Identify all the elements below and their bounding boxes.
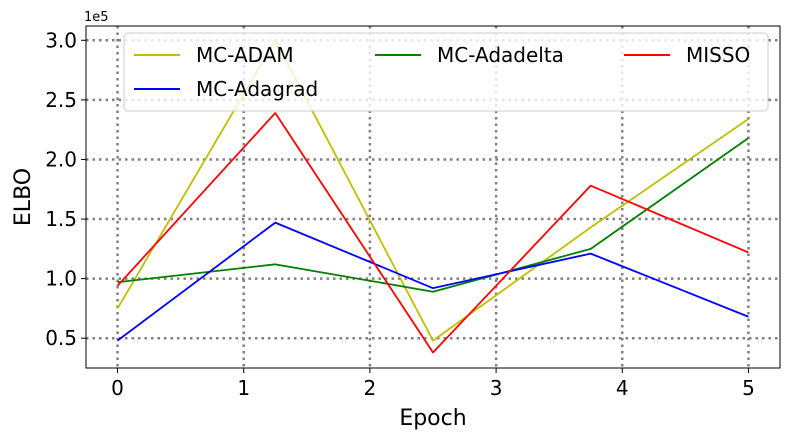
legend-label: MISSO [686,43,750,67]
y-tick-label: 3.0 [45,28,77,52]
y-tick-label: 2.5 [45,88,77,112]
series-line-mc-adagrad [117,221,749,342]
legend-label: MC-ADAM [196,43,294,67]
x-tick-label: 2 [364,376,377,400]
plot-frame [85,25,781,369]
ticks-layer: 0 1 2 3 4 5 0.5 1.0 1.5 2.0 2.5 3.0 [45,28,755,400]
x-tick-label: 4 [616,376,629,400]
series-line-mc-adadelta [117,137,749,293]
legend-label: MC-Adagrad [196,77,318,101]
x-axis-title: Epoch [399,406,466,431]
y-axis-title: ELBO [11,168,36,226]
y-tick-label: 1.0 [45,267,77,291]
x-tick-label: 5 [742,376,755,400]
x-tick-label: 1 [237,376,250,400]
legend-label: MC-Adadelta [437,43,564,67]
y-tick-label: 1.5 [45,207,77,231]
legend: MC-ADAM MC-Adagrad MC-Adadelta MISSO [123,32,769,112]
y-tick-label: 0.5 [45,326,77,350]
series-line-misso [116,112,749,354]
legend-box [123,32,769,112]
x-tick-label: 0 [111,376,124,400]
series-line-mc-adam [116,39,749,342]
y-tick-label: 2.0 [45,147,77,171]
y-axis-multiplier: 1e5 [84,10,109,25]
x-tick-label: 3 [490,376,503,400]
series-layer [116,39,749,354]
